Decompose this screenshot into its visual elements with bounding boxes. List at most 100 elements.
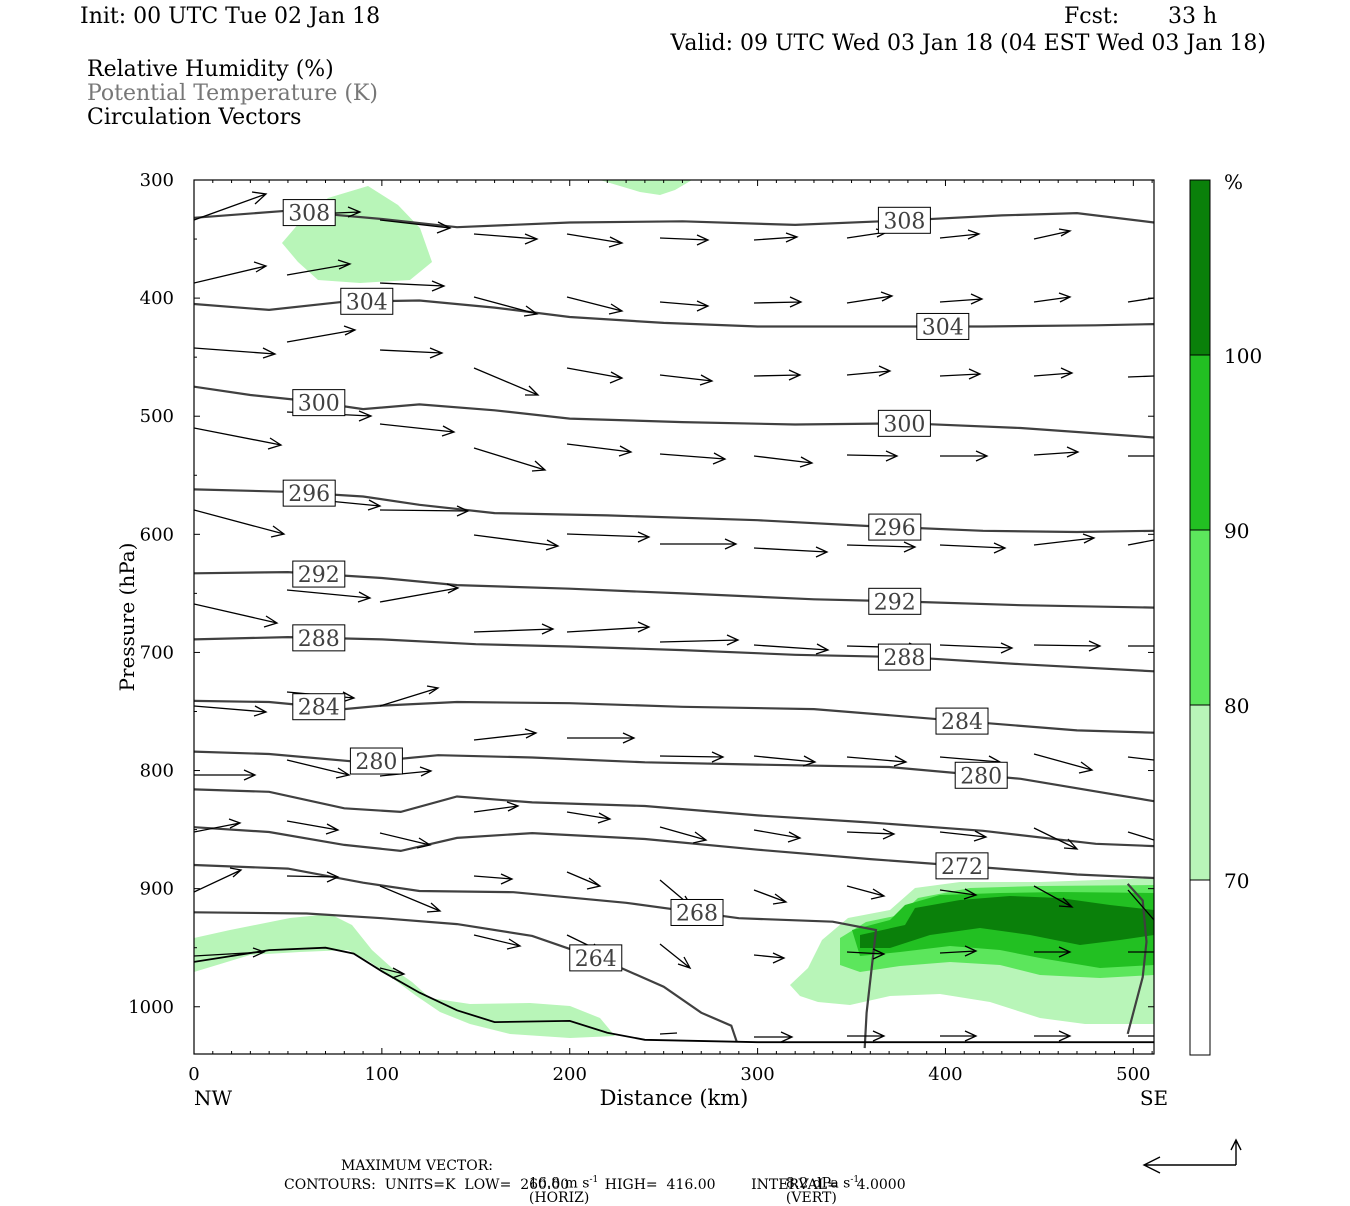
wind-vector <box>194 427 283 450</box>
wind-vector <box>939 293 984 305</box>
rh-100-region <box>860 896 1154 948</box>
y-tick-label: 500 <box>140 406 174 427</box>
wind-vector <box>939 888 978 900</box>
max-vector-label: MAXIMUM VECTOR: <box>341 1158 493 1174</box>
contour-label-box <box>569 944 623 972</box>
theta-contour-line <box>194 488 1154 534</box>
wind-vector <box>940 1030 978 1042</box>
wind-vector <box>194 705 268 717</box>
wind-vector <box>286 820 340 835</box>
wind-vector <box>194 347 277 359</box>
contour-label-box <box>292 560 346 588</box>
wind-vector <box>379 423 456 437</box>
wind-vector <box>846 755 908 767</box>
contour-label: 308 <box>288 202 330 227</box>
contour-label-box <box>670 898 724 926</box>
theta-contour-line <box>194 826 1154 880</box>
wind-vector <box>1034 946 1072 958</box>
contour-labels: 308 308 304 304 300 300 296 296 292 292 288 288 284 2… <box>282 199 1008 972</box>
contour-label: 292 <box>874 590 916 615</box>
colorbar-segment-above-100 <box>1189 179 1211 356</box>
contour-label: 264 <box>575 947 617 972</box>
terrain <box>194 946 1154 1044</box>
wind-vector <box>847 1030 886 1042</box>
wind-vector <box>473 623 555 635</box>
wind-vector <box>473 367 540 396</box>
wind-vector <box>1033 533 1096 546</box>
wind-vector <box>753 643 830 655</box>
contour-label-box <box>292 389 346 417</box>
wind-vector <box>286 325 357 343</box>
contour-label: 300 <box>298 392 340 417</box>
wind-vector <box>379 219 452 234</box>
colorbar-label-70: 70 <box>1224 869 1249 893</box>
init-time: Init: 00 UTC Tue 02 Jan 18 <box>80 4 381 29</box>
contour-label-box <box>954 761 1008 789</box>
colorbar-unit: % <box>1224 170 1243 194</box>
contour-label-box <box>292 693 346 721</box>
wind-vector <box>1127 539 1154 546</box>
wind-vector <box>659 826 708 844</box>
wind-vector <box>566 296 624 315</box>
x-tick-label: 0 <box>188 1064 199 1085</box>
wind-vector <box>939 945 978 957</box>
wind-vector <box>286 259 352 276</box>
theta-contour-line <box>194 750 1154 803</box>
wind-vector <box>659 943 692 970</box>
contour-label: 288 <box>883 646 925 671</box>
wind-vector <box>379 967 406 979</box>
wind-vector <box>379 347 444 359</box>
x-tick-label: 100 <box>365 1064 399 1085</box>
wind-vector <box>1033 292 1072 303</box>
wind-vector <box>1033 228 1072 240</box>
contour-label-box <box>292 624 346 652</box>
wind-vector <box>1127 756 1154 761</box>
legend-theta: Potential Temperature (K) <box>87 81 378 106</box>
wind-vector <box>846 450 899 462</box>
y-tick-label: 300 <box>140 170 174 191</box>
wind-vector <box>194 603 279 628</box>
contour-label-box <box>877 206 931 234</box>
theta-contour-line <box>194 863 878 1049</box>
wind-vector <box>753 296 803 308</box>
forecast-label: Fcst: <box>1064 4 1120 29</box>
wind-vector <box>939 830 988 842</box>
contour-label: 300 <box>883 412 925 437</box>
wind-vector <box>659 234 710 246</box>
y-tick-label: 700 <box>140 642 174 663</box>
contour-label: 296 <box>874 516 916 541</box>
wind-vector <box>659 751 725 763</box>
wind-vector <box>753 952 786 964</box>
contour-label-box <box>877 409 931 437</box>
horizontal-exponent: -1 <box>589 1175 599 1185</box>
wind-vector <box>379 280 446 292</box>
horizontal-value: 16.8 m s <box>528 1175 590 1192</box>
contour-label: 304 <box>922 315 964 340</box>
wind-vector <box>1127 831 1154 841</box>
x-tick-label: 500 <box>1116 1064 1150 1085</box>
y-axis-title: Pressure (hPa) <box>115 543 139 692</box>
legend-rh: Relative Humidity (%) <box>87 57 334 82</box>
wind-vector <box>567 732 636 744</box>
axes: 300 400 500 600 700 800 900 1000 0 100 200 300 400 50… <box>128 170 1154 1085</box>
legend-vectors: Circulation Vectors <box>87 105 302 130</box>
x-tick-label: 400 <box>928 1064 962 1085</box>
wind-vector <box>939 542 1007 554</box>
wind-vector <box>846 365 892 377</box>
wind-vector <box>473 728 538 741</box>
wind-vector <box>659 452 727 465</box>
wind-vector <box>286 589 372 603</box>
wind-vector <box>753 755 817 767</box>
colorbar-segment-90-100 <box>1189 354 1211 531</box>
wind-vector <box>194 947 266 958</box>
contour-label: 288 <box>298 627 340 652</box>
theta-contour-line <box>194 788 1154 848</box>
wind-vector <box>379 505 470 517</box>
wind-vector <box>1127 297 1154 303</box>
x-end-label-left: NW <box>194 1086 233 1110</box>
wind-vector <box>473 296 539 317</box>
wind-vector <box>753 829 802 843</box>
contour-label-box <box>935 852 989 880</box>
wind-vector <box>1033 640 1102 652</box>
